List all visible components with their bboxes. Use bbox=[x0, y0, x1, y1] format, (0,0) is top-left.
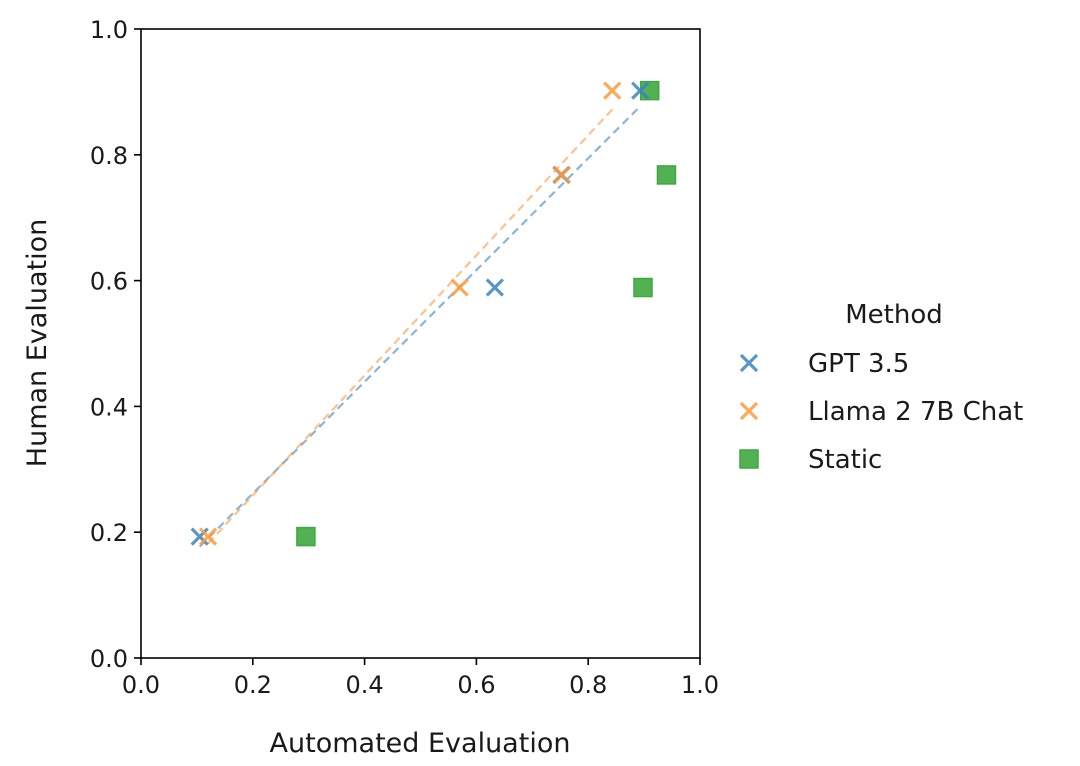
y-tick-label: 0.8 bbox=[90, 142, 128, 170]
x-tick-label: 0.0 bbox=[122, 671, 160, 699]
point-gpt-3-5-0 bbox=[190, 527, 209, 546]
plot-area bbox=[141, 29, 700, 658]
point-static-3 bbox=[639, 80, 660, 101]
x-tick-label: 0.8 bbox=[569, 671, 607, 699]
point-llama-2-7b-chat-0 bbox=[198, 527, 218, 546]
point-llama-2-7b-chat-1 bbox=[450, 278, 469, 297]
x-axis-label: Automated Evaluation bbox=[270, 728, 571, 759]
plot-frame bbox=[140, 28, 701, 659]
x-tick-label: 0.2 bbox=[234, 671, 272, 699]
point-llama-2-7b-chat-2 bbox=[552, 165, 572, 185]
legend-items: GPT 3.5 Llama 2 7B Chat Static bbox=[739, 349, 1023, 475]
point-llama-2-7b-chat-3 bbox=[603, 81, 622, 100]
y-tick-label: 0.0 bbox=[90, 645, 128, 673]
x-tick-label: 0.4 bbox=[346, 671, 384, 699]
trendlines bbox=[198, 105, 641, 548]
legend: Method GPT 3.5 Llama 2 7B Chat Static bbox=[739, 300, 1023, 475]
y-axis-ticks: 0.0 0.2 0.4 0.6 0.8 1.0 bbox=[90, 16, 141, 673]
data-points bbox=[190, 80, 677, 547]
x-axis-ticks: 0.0 0.2 0.4 0.6 0.8 1.0 bbox=[122, 658, 719, 699]
y-tick-label: 1.0 bbox=[90, 16, 128, 44]
y-tick-label: 0.2 bbox=[90, 519, 128, 547]
point-gpt-3-5-3 bbox=[631, 81, 650, 100]
point-static-0 bbox=[296, 526, 316, 547]
legend-label: Static bbox=[808, 445, 882, 475]
y-tick-label: 0.4 bbox=[90, 393, 128, 421]
legend-label: GPT 3.5 bbox=[808, 349, 909, 379]
point-static-2 bbox=[656, 165, 677, 185]
legend-title: Method bbox=[845, 300, 943, 330]
x-tick-label: 0.6 bbox=[457, 671, 495, 699]
x-tick-label: 1.0 bbox=[681, 671, 719, 699]
legend-marker-1 bbox=[739, 401, 759, 421]
y-tick-label: 0.6 bbox=[90, 268, 128, 296]
point-gpt-3-5-1 bbox=[485, 278, 504, 297]
point-static-1 bbox=[633, 277, 653, 298]
trendline-1 bbox=[207, 108, 614, 545]
y-axis-label: Human Evaluation bbox=[22, 219, 53, 467]
legend-marker-0 bbox=[739, 353, 759, 373]
legend-marker-2 bbox=[739, 449, 759, 469]
legend-label: Llama 2 7B Chat bbox=[808, 397, 1023, 427]
